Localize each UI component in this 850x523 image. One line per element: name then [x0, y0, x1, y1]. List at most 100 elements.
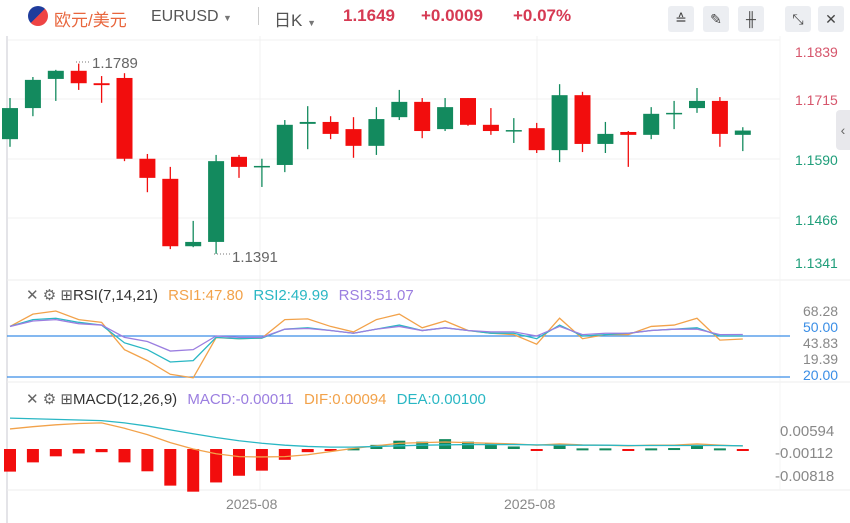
macd-bar: [462, 441, 474, 449]
price-tick: 1.1590: [795, 152, 838, 168]
macd-bar: [141, 449, 154, 472]
macd-bar: [645, 448, 658, 451]
rsi3-line: [9, 318, 743, 352]
settings-icon[interactable]: ⚙: [42, 287, 57, 304]
macd-bar: [210, 449, 223, 483]
macd-bar: [439, 439, 452, 449]
candle-up: [208, 161, 225, 242]
rsi-tick: 19.39: [803, 351, 839, 367]
candle-down: [414, 101, 431, 132]
settings-icon[interactable]: ⚙: [42, 391, 57, 408]
candle-up: [276, 124, 293, 165]
close-icon: ✕: [825, 11, 837, 27]
macd-bar: [576, 448, 589, 451]
candle-up: [185, 241, 202, 247]
macd-bar: [233, 449, 245, 476]
rsi1-line: [9, 310, 743, 379]
rsi-legend: ✕ ⚙ ⊞RSI(7,14,21) RSI1:47.80 RSI2:49.99 …: [26, 286, 414, 304]
rsi-tick: 68.28: [803, 303, 839, 319]
macd-bar: [736, 449, 749, 451]
candle-up: [368, 119, 385, 146]
expand-icon[interactable]: ⊞: [60, 287, 73, 304]
remove-indicator-icon[interactable]: ✕: [26, 391, 39, 408]
candle-up: [597, 133, 614, 144]
chevron-left-icon: ‹: [840, 122, 846, 138]
dif-value: DIF:0.00094: [303, 391, 387, 408]
collapse-arrows-icon: ⤡: [792, 11, 804, 27]
macd-bar: [530, 449, 543, 451]
chart-type-button[interactable]: ╫: [738, 6, 764, 32]
draw-button[interactable]: ✎: [703, 6, 729, 32]
macd-bar: [255, 449, 268, 471]
candle-down: [460, 98, 476, 125]
price-tick: 1.1466: [795, 212, 838, 228]
candle-down: [345, 129, 362, 146]
chart-header: 欧元/美元 EURUSD ▼ 日K ▼ 1.1649 +0.0009 +0.07…: [0, 0, 850, 34]
candle-down: [574, 95, 591, 144]
low-price-label: 1.1391: [232, 249, 278, 266]
close-button[interactable]: ✕: [818, 6, 844, 32]
indicator-icon: ≙: [675, 11, 687, 27]
dea-line: [9, 417, 743, 448]
macd-bar: [484, 443, 497, 449]
candlestick-type-icon: ╫: [746, 11, 756, 27]
macd-bar: [187, 449, 200, 492]
candle-up: [2, 108, 18, 140]
macd-bar: [324, 449, 337, 451]
remove-indicator-icon[interactable]: ✕: [26, 287, 39, 304]
rsi2-value: RSI2:49.99: [253, 287, 329, 304]
macd-legend: ✕ ⚙ ⊞MACD(12,26,9) MACD:-0.00011 DIF:0.0…: [26, 390, 486, 408]
macd-bar: [72, 449, 85, 454]
symbol-selector[interactable]: EURUSD ▼: [151, 8, 232, 26]
symbol-label: EURUSD: [151, 8, 219, 25]
candle-down: [322, 121, 339, 134]
candle-down: [93, 83, 110, 86]
rsi-tick: 43.83: [803, 335, 839, 351]
macd-value: MACD:-0.00011: [187, 391, 294, 408]
draw-pencil-icon: ✎: [710, 11, 722, 27]
candle-down: [116, 77, 133, 159]
candle-down: [482, 124, 499, 132]
macd-bar: [164, 449, 177, 486]
macd-title: MACD(12,26,9): [72, 391, 178, 408]
candle-up: [391, 101, 408, 118]
macd-bar: [278, 449, 291, 460]
collapse-button[interactable]: ⤡: [785, 6, 811, 32]
rsi-tick: 50.00: [803, 319, 839, 335]
expand-icon[interactable]: ⊞: [60, 391, 73, 408]
macd-bar: [622, 449, 635, 451]
pair-name: 欧元/美元: [54, 11, 127, 30]
rsi2-line: [9, 317, 743, 363]
macd-bar: [118, 449, 131, 463]
macd-tick: -0.00818: [775, 468, 835, 485]
price-tick: 1.1341: [795, 255, 838, 271]
candle-down: [139, 158, 156, 178]
period-selector[interactable]: 日K ▼: [274, 6, 316, 31]
candle-up: [734, 130, 751, 135]
candle-up: [505, 130, 522, 132]
macd-bar: [599, 448, 612, 451]
indicator-button[interactable]: ≙: [668, 6, 694, 32]
price-change: +0.0009: [421, 6, 483, 25]
candle-up: [253, 165, 270, 168]
candle-up: [299, 121, 316, 124]
macd-bar: [691, 444, 703, 449]
macd-bar: [393, 440, 406, 449]
candle-down: [620, 131, 637, 135]
macd-bar: [347, 448, 360, 451]
macd-bar: [713, 448, 726, 451]
macd-bar: [49, 449, 62, 457]
caret-down-icon: ▼: [223, 13, 232, 23]
rsi-tick: 20.00: [803, 367, 839, 383]
dea-value: DEA:0.00100: [396, 391, 486, 408]
price-tick: 1.1839: [795, 44, 838, 60]
collapse-axis-button[interactable]: ‹: [836, 110, 850, 150]
last-price: 1.1649: [343, 6, 395, 25]
macd-bar: [4, 449, 16, 472]
candle-up: [437, 107, 454, 130]
price-tick: 1.1715: [795, 92, 838, 108]
macd-bar: [553, 444, 566, 449]
candle-up: [666, 112, 683, 115]
date-tick: 2025-08: [504, 496, 556, 512]
